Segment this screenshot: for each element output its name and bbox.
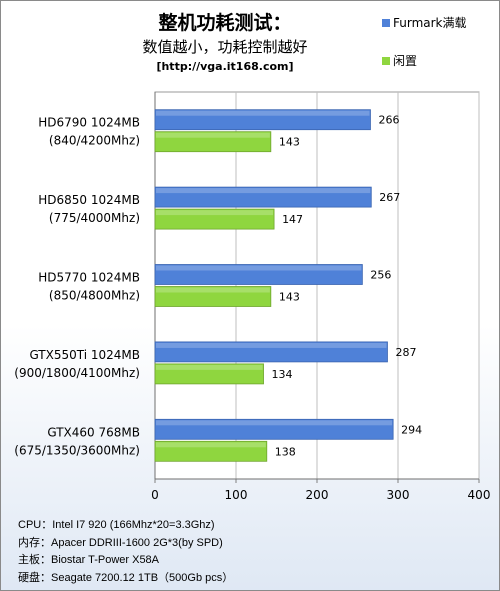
x-tick-label-300: 300: [387, 488, 410, 502]
x-tick-label-100: 100: [225, 488, 248, 502]
bar-highlight-idle-1: [156, 210, 274, 216]
test-platform-specs: CPU：Intel I7 920 (166Mhz*20=3.3Ghz) 内存：A…: [18, 517, 233, 587]
value-label-idle-2: 143: [279, 291, 300, 304]
category-sublabel-4: (675/1350/3600Mhz): [14, 443, 140, 457]
legend-swatch-idle: [382, 57, 390, 65]
legend-label-idle: 闲置: [393, 54, 418, 68]
value-label-idle-1: 147: [282, 213, 303, 226]
category-label-4: GTX460 768MB: [47, 425, 140, 439]
legend-label-furmark: Furmark满载: [393, 16, 467, 30]
bar-idle-4: [154, 440, 268, 462]
bar-highlight-idle-2: [156, 287, 270, 293]
chart-title: 整机功耗测试：: [158, 12, 292, 34]
category-label-0: HD6790 1024MB: [38, 116, 140, 130]
bar-idle-0: [154, 131, 272, 153]
value-label-furmark-3: 287: [395, 346, 416, 359]
x-tick-label-400: 400: [468, 488, 491, 502]
spec-label-memory: 内存：: [18, 536, 51, 549]
spec-label-motherboard: 主板：: [18, 554, 51, 566]
value-label-idle-0: 143: [279, 136, 300, 149]
bar-furmark-4: [154, 418, 394, 440]
value-label-furmark-1: 267: [379, 191, 400, 204]
bar-highlight-idle-4: [156, 442, 266, 448]
spec-row-memory: 内存：Apacer DDRIII-1600 2G*3(by SPD): [18, 535, 233, 553]
value-label-idle-4: 138: [275, 445, 296, 458]
bar-furmark-2: [154, 264, 363, 285]
chart-subtitle: 数值越小，功耗控制越好: [142, 38, 308, 56]
legend-swatch-furmark: [382, 19, 390, 27]
bar-highlight-furmark-4: [156, 420, 393, 426]
spec-value-harddisk: Seagate 7200.12 1TB（500Gb pcs）: [51, 571, 234, 584]
bar-idle-2: [154, 286, 272, 307]
bar-idle-1: [154, 208, 275, 230]
spec-value-memory: Apacer DDRIII-1600 2G*3(by SPD): [51, 536, 223, 549]
bar-highlight-furmark-0: [156, 110, 370, 116]
source-url: [http://vga.it168.com]: [156, 60, 294, 73]
value-label-idle-3: 134: [272, 368, 293, 381]
legend-item-furmark: Furmark满载: [382, 14, 467, 31]
bar-idle-3: [154, 363, 264, 385]
bar-highlight-idle-0: [156, 132, 270, 138]
bar-highlight-furmark-2: [156, 265, 362, 271]
category-label-3: GTX550Ti 1024MB: [29, 348, 140, 362]
category-sublabel-0: (840/4200Mhz): [49, 134, 140, 148]
bar-furmark-3: [154, 341, 388, 363]
category-sublabel-1: (775/4000Mhz): [49, 211, 140, 225]
bar-highlight-idle-3: [156, 364, 263, 370]
spec-label-cpu: CPU：: [18, 519, 53, 531]
bar-highlight-furmark-1: [156, 188, 371, 194]
spec-label-harddisk: 硬盘：: [18, 571, 51, 584]
category-sublabel-3: (900/1800/4100Mhz): [14, 366, 140, 380]
spec-value-cpu: Intel I7 920 (166Mhz*20=3.3Ghz): [52, 519, 215, 531]
value-label-furmark-2: 256: [370, 269, 391, 282]
spec-value-motherboard: Biostar T-Power X58A: [51, 554, 160, 566]
legend-item-idle: 闲置: [382, 52, 417, 69]
bar-furmark-1: [154, 186, 372, 208]
spec-row-motherboard: 主板：Biostar T-Power X58A: [18, 552, 233, 570]
spec-row-cpu: CPU：Intel I7 920 (166Mhz*20=3.3Ghz): [18, 517, 233, 535]
spec-row-harddisk: 硬盘：Seagate 7200.12 1TB（500Gb pcs）: [18, 570, 233, 588]
category-sublabel-2: (850/4800Mhz): [49, 289, 140, 303]
category-label-2: HD5770 1024MB: [38, 271, 140, 285]
x-tick-label-0: 0: [151, 488, 159, 502]
value-label-furmark-4: 294: [401, 423, 422, 436]
value-label-furmark-0: 266: [378, 114, 399, 127]
x-tick-label-200: 200: [306, 488, 329, 502]
bar-furmark-0: [154, 109, 371, 131]
category-label-1: HD6850 1024MB: [38, 193, 140, 207]
bar-highlight-furmark-3: [156, 342, 387, 348]
